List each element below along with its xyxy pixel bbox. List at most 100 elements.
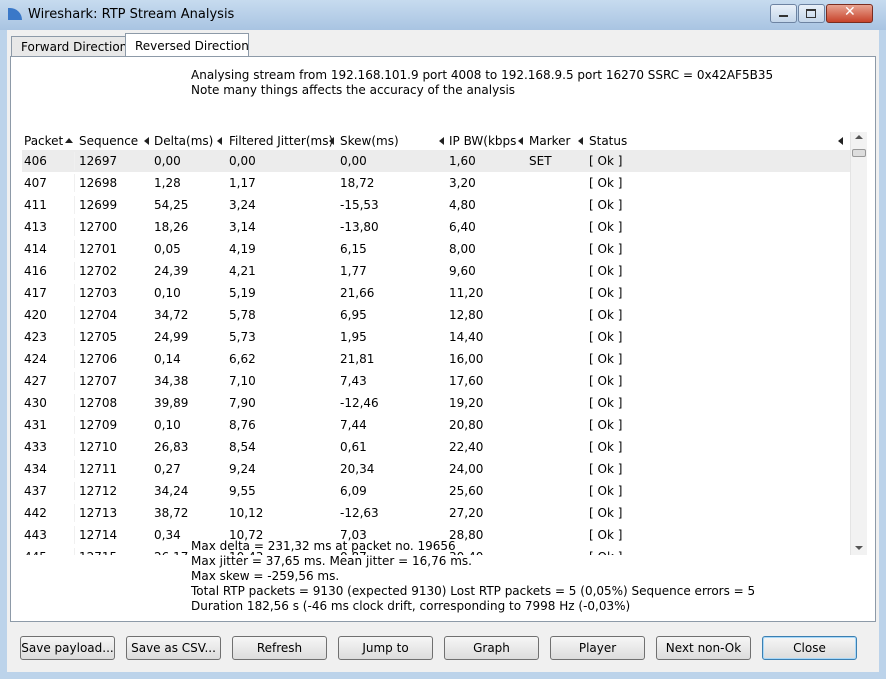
table-cell: 12713 (79, 506, 118, 520)
table-cell: [ Ok ] (589, 286, 623, 300)
table-cell: 424 (24, 352, 47, 366)
table-cell: 6,62 (229, 352, 256, 366)
table-row[interactable]: 433 12710 26,83 8,54 0,61 22,40 [ Ok ] (22, 436, 850, 458)
table-cell: 26,83 (154, 440, 189, 454)
close-window-button[interactable]: ✕ (826, 4, 873, 23)
table-cell: 406 (24, 154, 47, 168)
table-cell: 18,26 (154, 220, 189, 234)
table-cell: 1,17 (229, 176, 256, 190)
table-cell: -12,46 (340, 396, 379, 410)
table-row[interactable]: 420 12704 34,72 5,78 6,95 12,80 [ Ok ] (22, 304, 850, 326)
button[interactable]: Player (550, 636, 645, 660)
table-row[interactable]: 430 12708 39,89 7,90 -12,46 19,20 [ Ok ] (22, 392, 850, 414)
table-cell: 413 (24, 220, 47, 234)
table-cell: [ Ok ] (589, 528, 623, 542)
table-cell: 20,80 (449, 418, 484, 432)
column-header[interactable]: Skew(ms) (340, 134, 399, 148)
table-cell: 24,00 (449, 462, 484, 476)
cell-divider (74, 460, 75, 478)
column-header[interactable]: IP BW(kbps (449, 134, 517, 148)
column-header[interactable]: Delta(ms) (154, 134, 214, 148)
column-header[interactable]: Marker (529, 134, 571, 148)
cell-divider (74, 262, 75, 280)
table-cell: 8,54 (229, 440, 256, 454)
table-row[interactable]: 427 12707 34,38 7,10 7,43 17,60 [ Ok ] (22, 370, 850, 392)
table-row[interactable]: 442 12713 38,72 10,12 -12,63 27,20 [ Ok ] (22, 502, 850, 524)
table-row[interactable]: 437 12712 34,24 9,55 6,09 25,60 [ Ok ] (22, 480, 850, 502)
button[interactable]: Save as CSV... (126, 636, 221, 660)
cell-divider (74, 152, 75, 170)
table-cell: [ Ok ] (589, 154, 623, 168)
table-row[interactable]: 416 12702 24,39 4,21 1,77 9,60 [ Ok ] (22, 260, 850, 282)
table-cell: [ Ok ] (589, 440, 623, 454)
button[interactable]: Refresh (232, 636, 327, 660)
table-row[interactable]: 424 12706 0,14 6,62 21,81 16,00 [ Ok ] (22, 348, 850, 370)
minimize-button[interactable] (770, 4, 797, 23)
sort-arrow (217, 137, 222, 145)
sort-arrow (65, 138, 73, 143)
scrollbar[interactable] (850, 132, 867, 555)
table-cell: 10,43 (229, 546, 263, 555)
table-row[interactable]: 431 12709 0,10 8,76 7,44 20,80 [ Ok ] (22, 414, 850, 436)
table-cell: -12,63 (340, 506, 379, 520)
table-row[interactable]: 414 12701 0,05 4,19 6,15 8,00 [ Ok ] (22, 238, 850, 260)
table-cell: 5,73 (229, 330, 256, 344)
client-area: Forward Direction Reversed Direction Ana… (7, 30, 879, 672)
table-cell: 423 (24, 330, 47, 344)
table-cell: 12714 (79, 528, 118, 542)
table-cell: 12705 (79, 330, 118, 344)
table-cell: 12,80 (449, 308, 484, 322)
table-cell: 12701 (79, 242, 118, 256)
table-row[interactable]: 407 12698 1,28 1,17 18,72 3,20 [ Ok ] (22, 172, 850, 194)
column-header[interactable]: Packet (24, 134, 64, 148)
table-cell: 6,95 (340, 308, 367, 322)
table-row[interactable]: 417 12703 0,10 5,19 21,66 11,20 [ Ok ] (22, 282, 850, 304)
table-cell: 22,40 (449, 440, 484, 454)
table-row[interactable]: 423 12705 24,99 5,73 1,95 14,40 [ Ok ] (22, 326, 850, 348)
table-cell: 6,40 (449, 220, 476, 234)
table-cell: 38,72 (154, 506, 189, 520)
table-cell: 4,19 (229, 242, 256, 256)
table-cell: 12703 (79, 286, 118, 300)
table-cell: 414 (24, 242, 47, 256)
column-header[interactable]: Sequence (79, 134, 139, 148)
table-cell: 12697 (79, 154, 118, 168)
table-cell: 24,39 (154, 264, 189, 278)
sort-arrow (144, 137, 149, 145)
button[interactable]: Close (762, 636, 857, 660)
table-cell: 0,10 (154, 418, 181, 432)
cell-divider (74, 504, 75, 522)
table-row[interactable]: 434 12711 0,27 9,24 20,34 24,00 [ Ok ] (22, 458, 850, 480)
column-header[interactable]: Status (589, 134, 628, 148)
button[interactable]: Save payload... (20, 636, 115, 660)
tab[interactable]: Forward Direction (11, 36, 127, 56)
cell-divider (74, 350, 75, 368)
tab-active[interactable]: Reversed Direction (125, 33, 249, 57)
table-cell: 12711 (79, 462, 118, 476)
table-cell: 0,14 (154, 352, 181, 366)
table-cell: 8,00 (449, 242, 476, 256)
cell-divider (74, 328, 75, 346)
table-row[interactable]: 406 12697 0,00 0,00 0,00 1,60 SET [ Ok ] (22, 150, 850, 172)
table-row[interactable]: 443 12714 0,34 10,72 7,03 28,80 [ Ok ] (22, 524, 850, 546)
info-line: Note many things affects the accuracy of… (191, 83, 516, 97)
maximize-button[interactable] (798, 4, 825, 23)
button[interactable]: Jump to (338, 636, 433, 660)
button[interactable]: Next non-Ok (656, 636, 751, 660)
table-cell: 10,72 (229, 528, 264, 542)
table-row[interactable]: 413 12700 18,26 3,14 -13,80 6,40 [ Ok ] (22, 216, 850, 238)
sort-arrow (329, 137, 334, 145)
table-cell: 0,27 (154, 462, 181, 476)
table-cell: 1,60 (449, 154, 476, 168)
table-row[interactable]: 445 12715 26,17 10,43 0,87 30,40 [ Ok ] (22, 546, 850, 555)
table-cell: 5,78 (229, 308, 256, 322)
summary-line: Max delta = 231,32 ms at packet no. 1965… (191, 539, 456, 553)
table-cell: 0,34 (154, 528, 181, 542)
table-row[interactable]: 411 12699 54,25 3,24 -15,53 4,80 [ Ok ] (22, 194, 850, 216)
table-cell: 18,72 (340, 176, 375, 190)
table-cell: 12710 (79, 440, 118, 454)
column-header[interactable]: Filtered Jitter(ms) (229, 134, 334, 148)
button[interactable]: Graph (444, 636, 539, 660)
table-cell: 416 (24, 264, 47, 278)
table-cell: 12704 (79, 308, 118, 322)
